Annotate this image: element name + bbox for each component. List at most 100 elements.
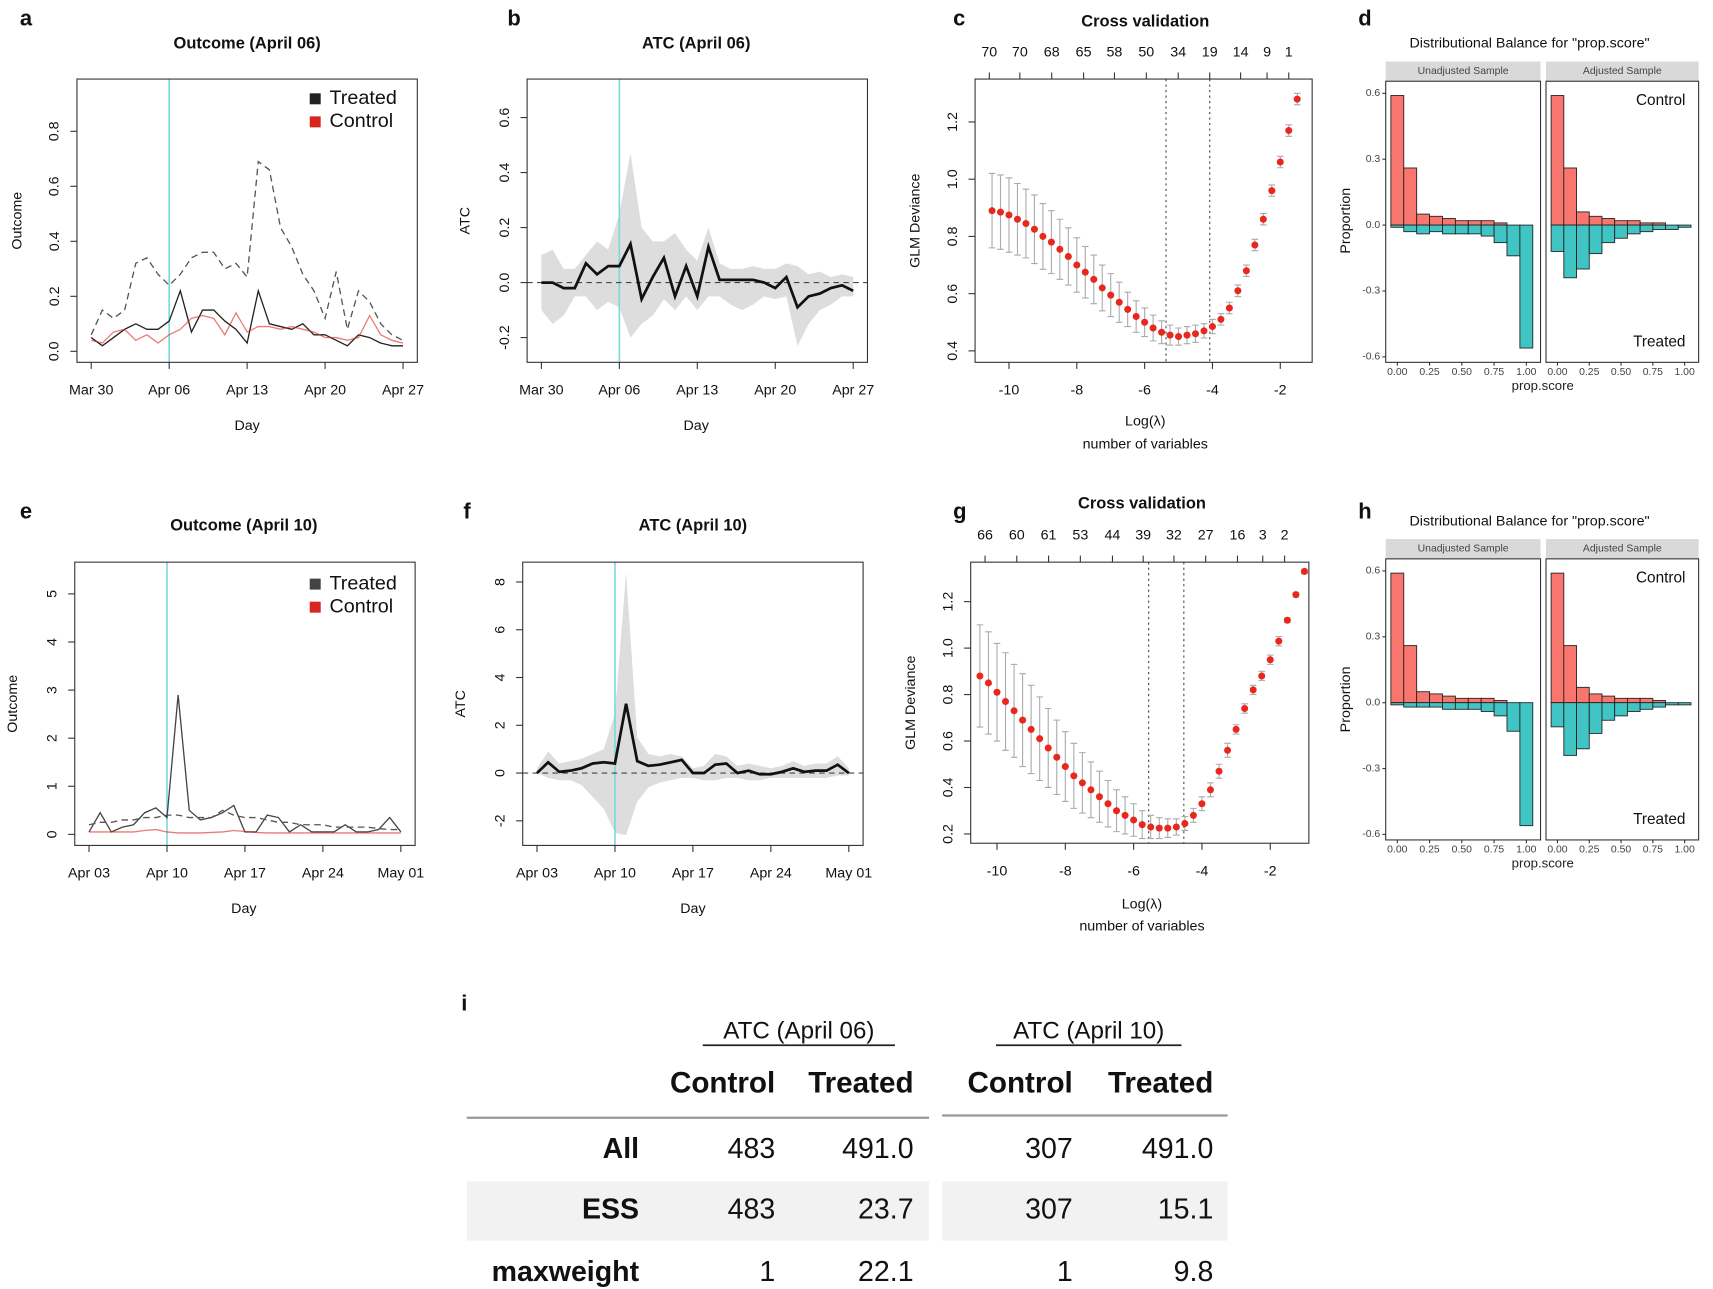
bar	[1550, 702, 1565, 728]
bar	[1416, 213, 1431, 226]
bar	[1480, 697, 1495, 704]
point	[1010, 707, 1018, 715]
x-axis-subtitle: number of variables	[1083, 436, 1208, 452]
x-tick-label: Apr 20	[304, 383, 346, 399]
chart-title: Cross validation	[1078, 494, 1206, 512]
column-header: Control	[670, 1067, 775, 1100]
bar	[1442, 702, 1456, 710]
series-line	[536, 703, 850, 776]
bar	[1576, 686, 1590, 704]
point	[1283, 616, 1291, 624]
point	[1019, 716, 1027, 724]
series-line	[89, 828, 401, 834]
point	[1095, 793, 1103, 801]
y-tick-label: 0.0	[47, 341, 63, 361]
y-tick-label: 4	[45, 638, 61, 646]
column-header: Control	[967, 1067, 1072, 1100]
point	[1098, 284, 1106, 292]
x-tick-label: May 01	[377, 866, 424, 882]
point	[1276, 158, 1284, 166]
top-tick-label: 32	[1166, 528, 1182, 544]
point	[1141, 318, 1149, 326]
y-tick-label: 0.6	[940, 731, 956, 751]
series-line	[90, 160, 404, 341]
point	[984, 679, 992, 687]
point	[1039, 232, 1047, 240]
y-axis-title: GLM Deviance	[903, 655, 919, 749]
column-group: ATC (April 10)	[1013, 1017, 1164, 1044]
point	[1013, 215, 1021, 223]
x-tick-label: 0.25	[1419, 845, 1439, 856]
point	[1132, 313, 1140, 321]
point	[1149, 324, 1157, 332]
point	[1275, 637, 1283, 645]
point	[1242, 267, 1250, 275]
plot-frame	[526, 78, 869, 363]
point	[1158, 328, 1166, 336]
x-tick-label: 1.00	[1674, 367, 1694, 378]
y-tick-label: 0.6	[945, 284, 961, 304]
bar	[1454, 702, 1469, 710]
table-cell: 22.1	[858, 1256, 914, 1288]
top-tick-label: 68	[1044, 44, 1060, 60]
x-tick-label: Apr 10	[594, 866, 636, 882]
point	[1115, 298, 1123, 306]
bar	[1601, 224, 1616, 244]
x-tick-label: 0.00	[1547, 845, 1567, 856]
row-shade	[942, 1181, 1228, 1241]
y-tick-label: 0	[493, 769, 509, 777]
point	[996, 208, 1005, 216]
point	[1183, 331, 1191, 339]
y-tick-label: 0.6	[1366, 88, 1381, 99]
top-tick-label: 39	[1135, 528, 1151, 544]
top-tick-label: 34	[1170, 44, 1186, 60]
table-cell: 23.7	[858, 1194, 914, 1226]
legend-label: Control	[329, 595, 393, 617]
series-line	[91, 311, 404, 344]
x-tick-label: -10	[999, 383, 1020, 399]
bar	[1576, 702, 1590, 750]
x-tick-label: -10	[987, 864, 1008, 880]
y-tick-label: 2	[493, 721, 509, 729]
bar	[1390, 572, 1405, 704]
y-tick-label: 3	[45, 686, 61, 694]
point	[1056, 245, 1064, 253]
point	[1027, 725, 1035, 733]
y-tick-label: 1.2	[945, 112, 961, 132]
table-cell: 15.1	[1158, 1194, 1214, 1226]
y-tick-label: 1.0	[940, 638, 956, 658]
legend-swatch	[309, 578, 321, 590]
point	[1081, 268, 1089, 276]
x-tick-label: Apr 06	[148, 383, 190, 399]
x-tick-label: Apr 10	[146, 866, 188, 882]
bar	[1576, 211, 1590, 226]
x-tick-label: Apr 06	[598, 383, 640, 399]
y-tick-label: 1.0	[945, 169, 961, 189]
x-axis-title: Day	[680, 901, 706, 917]
bar	[1626, 702, 1641, 712]
x-tick-label: Apr 24	[302, 866, 344, 882]
point	[1292, 591, 1300, 599]
row-label: All	[603, 1133, 639, 1165]
point	[1130, 816, 1138, 824]
y-tick-label: 0.4	[945, 341, 961, 361]
point	[1070, 772, 1078, 780]
bar	[1480, 224, 1495, 237]
bar	[1519, 224, 1534, 349]
point	[1232, 725, 1240, 733]
bar	[1588, 702, 1603, 734]
bar	[1390, 95, 1405, 226]
bar	[1614, 224, 1628, 239]
y-tick-label: -2	[493, 814, 509, 827]
y-tick-label: 1.2	[940, 592, 956, 612]
bar	[1563, 645, 1577, 704]
point	[1268, 187, 1276, 195]
x-tick-label: 0.50	[1611, 367, 1631, 378]
x-tick-label: Apr 17	[224, 866, 266, 882]
top-tick-label: 53	[1072, 528, 1088, 544]
x-axis-title: Day	[684, 418, 710, 434]
x-tick-label: -8	[1070, 383, 1083, 399]
bar	[1626, 220, 1641, 226]
point	[1073, 261, 1081, 269]
